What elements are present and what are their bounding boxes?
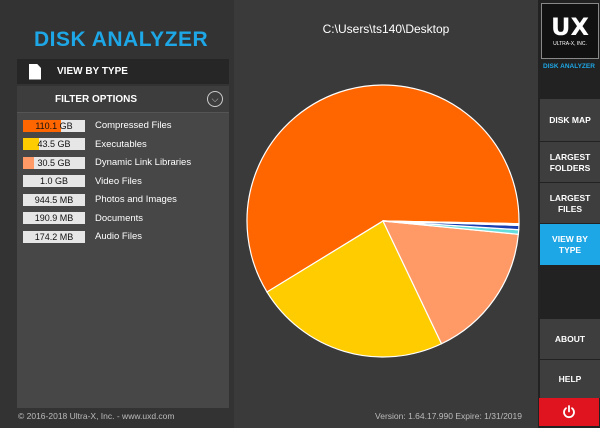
size-bar: 30.5 GB <box>23 156 85 169</box>
view-by-type-bar[interactable]: VIEW BY TYPE <box>17 59 229 84</box>
ultra-x-logo: UX ULTRA-X, INC. <box>541 3 599 59</box>
app-title: DISK ANALYZER <box>34 28 209 51</box>
file-type-label: Dynamic Link Libraries <box>95 157 192 168</box>
file-type-label: Video Files <box>95 175 142 187</box>
copyright-text: © 2016-2018 Ultra-X, Inc. - www.uxd.com <box>18 411 175 421</box>
left-panel: DISK ANALYZER VIEW BY TYPE FILTER OPTION… <box>0 0 234 428</box>
view-by-type-nav-label: VIEW BY TYPE <box>552 233 588 255</box>
logo-text: UX <box>551 13 589 41</box>
file-type-label: Audio Files <box>95 231 142 242</box>
chevron-down-icon[interactable]: ⌵ <box>207 91 223 107</box>
size-bar: 43.5 GB <box>23 138 85 150</box>
nav-app-name: DISK ANALYZER <box>543 63 595 70</box>
largest-files-label: LARGEST FILES <box>549 192 591 214</box>
filter-row[interactable]: 174.2 MB Audio Files <box>23 230 142 243</box>
pie-chart[interactable] <box>244 82 522 360</box>
pie-slice[interactable] <box>382 220 520 226</box>
size-value: 30.5 GB <box>37 157 71 168</box>
filter-options-bar[interactable]: FILTER OPTIONS ⌵ <box>17 86 229 113</box>
filter-row[interactable]: 110.1 GB Compressed Files <box>23 119 172 132</box>
size-bar: 110.1 GB <box>23 119 85 132</box>
size-bar-fill <box>23 156 34 169</box>
filter-row[interactable]: 944.5 MB Photos and Images <box>23 193 177 206</box>
document-icon <box>29 63 41 80</box>
view-by-type-label: VIEW BY TYPE <box>57 66 128 77</box>
file-type-label: Compressed Files <box>95 120 172 131</box>
size-bar: 174.2 MB <box>23 230 85 243</box>
pie-slice[interactable] <box>266 220 443 358</box>
filter-row[interactable]: 1.0 GB Video Files <box>23 175 142 188</box>
right-nav: UX ULTRA-X, INC. DISK ANALYZER DISK MAP … <box>538 0 600 428</box>
help-label: HELP <box>558 373 582 384</box>
largest-files-button[interactable]: LARGEST FILES <box>539 182 600 225</box>
logo-subtext: ULTRA-X, INC. <box>553 41 587 47</box>
disk-map-label: DISK MAP <box>549 115 591 125</box>
size-value: 43.5 GB <box>37 139 71 149</box>
filter-row[interactable]: 30.5 GB Dynamic Link Libraries <box>23 156 191 169</box>
size-value: 1.0 GB <box>39 176 68 186</box>
size-value: 190.9 MB <box>34 213 74 223</box>
view-by-type-button[interactable]: VIEW BY TYPE <box>539 223 600 266</box>
size-bar: 190.9 MB <box>23 212 85 224</box>
size-value: 944.5 MB <box>34 194 74 205</box>
filter-options-label: FILTER OPTIONS <box>55 93 138 105</box>
filter-row[interactable]: 43.5 GB Executables <box>23 138 147 151</box>
file-type-label: Photos and Images <box>95 194 177 205</box>
help-button[interactable]: HELP <box>539 359 600 399</box>
file-type-label: Executables <box>95 138 147 150</box>
file-type-label: Documents <box>95 212 144 224</box>
about-button[interactable]: ABOUT <box>539 318 600 360</box>
power-button[interactable] <box>539 398 599 426</box>
version-text: Version: 1.64.17.990 Expire: 1/31/2019 <box>375 411 522 421</box>
pie-slice[interactable] <box>246 84 520 293</box>
size-bar: 1.0 GB <box>23 175 85 187</box>
size-value: 174.2 MB <box>34 231 74 242</box>
filter-row[interactable]: 190.9 MB Documents <box>23 212 143 225</box>
largest-folders-label: LARGEST FOLDERS <box>549 151 591 173</box>
largest-folders-button[interactable]: LARGEST FOLDERS <box>539 141 600 184</box>
size-bar-fill <box>23 119 62 132</box>
filter-list: 110.1 GB Compressed Files 43.5 GB Executabl… <box>17 113 229 408</box>
size-value: 110.1 GB <box>35 120 73 131</box>
size-bar-fill <box>23 138 39 150</box>
about-label: ABOUT <box>554 333 586 344</box>
disk-map-button[interactable]: DISK MAP <box>539 98 600 143</box>
pie-slice[interactable] <box>382 220 520 345</box>
size-bar: 944.5 MB <box>23 193 85 206</box>
power-icon <box>563 405 575 419</box>
current-path: C:\Users\ts140\Desktop <box>322 22 450 36</box>
